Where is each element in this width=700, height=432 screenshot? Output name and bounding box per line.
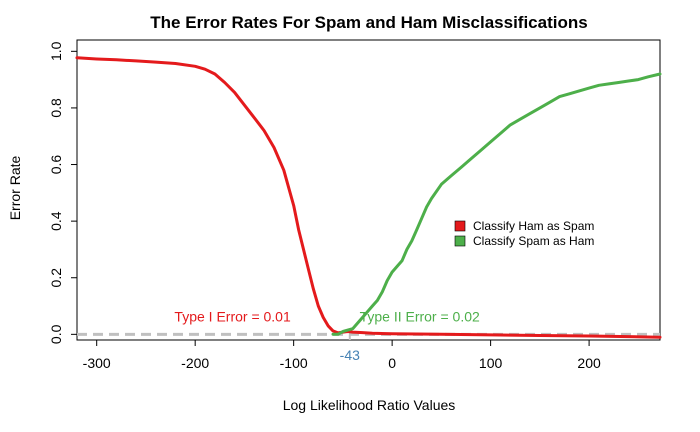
y-tick-label: 0.8 xyxy=(48,98,64,118)
x-tick-label: -200 xyxy=(181,355,209,371)
error-annotation-2: Type II Error = 0.02 xyxy=(360,309,480,325)
threshold-label: -43 xyxy=(340,347,360,363)
y-tick-label: 0.0 xyxy=(48,324,64,344)
x-tick-label: -300 xyxy=(83,355,111,371)
chart-title: The Error Rates For Spam and Ham Misclas… xyxy=(150,13,587,32)
legend-swatch-2 xyxy=(454,235,466,247)
y-tick-label: 0.4 xyxy=(48,211,64,231)
y-tick-label: 1.0 xyxy=(48,41,64,61)
y-tick-label: 0.6 xyxy=(48,155,64,175)
plot-area: -300 -200 -100 0 100 200 0.0 0.2 0.4 0.6 0.8 1.0 -43… xyxy=(48,39,662,371)
x-tick-label: 0 xyxy=(388,355,396,371)
legend-label-1: Classify Ham as Spam xyxy=(473,219,594,233)
legend-label-2: Classify Spam as Ham xyxy=(473,234,594,248)
x-axis-label: Log Likelihood Ratio Values xyxy=(283,397,456,413)
y-axis-label: Error Rate xyxy=(7,156,23,221)
series-line-2 xyxy=(331,72,662,336)
legend-swatch-1 xyxy=(454,220,466,232)
plot-frame xyxy=(76,39,661,341)
x-tick-label: 100 xyxy=(479,355,503,371)
x-tick-label: 200 xyxy=(577,355,601,371)
series-line-1 xyxy=(75,56,662,339)
error-annotation-1: Type I Error = 0.01 xyxy=(174,309,291,325)
x-tick-label: -100 xyxy=(280,355,308,371)
y-tick-label: 0.2 xyxy=(48,268,64,288)
